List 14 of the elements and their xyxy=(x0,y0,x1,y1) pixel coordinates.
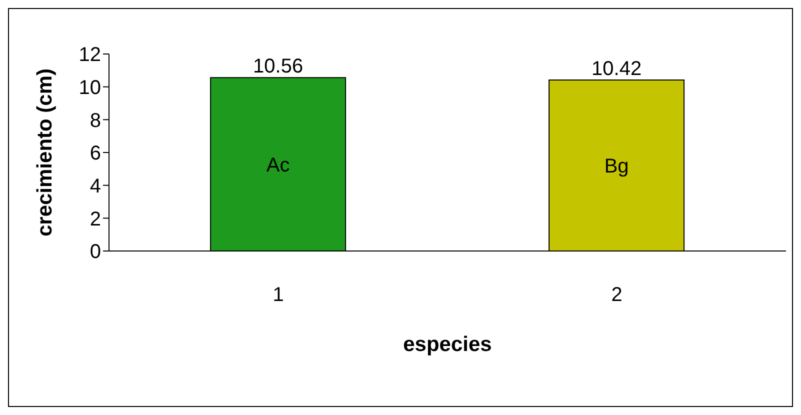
y-tick-label: 12 xyxy=(78,44,101,66)
x-axis-title: especies xyxy=(403,333,492,356)
annotation: Bg xyxy=(604,156,629,178)
y-tick-label: 2 xyxy=(90,208,101,230)
data-label: 10.56 xyxy=(253,56,304,78)
data-label: 10.42 xyxy=(592,58,642,80)
y-tick-label: 6 xyxy=(90,142,101,165)
x-tick-label: 1 xyxy=(272,284,284,306)
y-tick-label: 8 xyxy=(90,110,101,132)
y-tick-label: 10 xyxy=(78,76,101,99)
y-tick-label: 0 xyxy=(90,241,101,264)
y-axis-title: crecimiento (cm) xyxy=(33,68,56,237)
y-tick-label: 4 xyxy=(90,175,101,198)
annotation: Ac xyxy=(266,154,290,176)
